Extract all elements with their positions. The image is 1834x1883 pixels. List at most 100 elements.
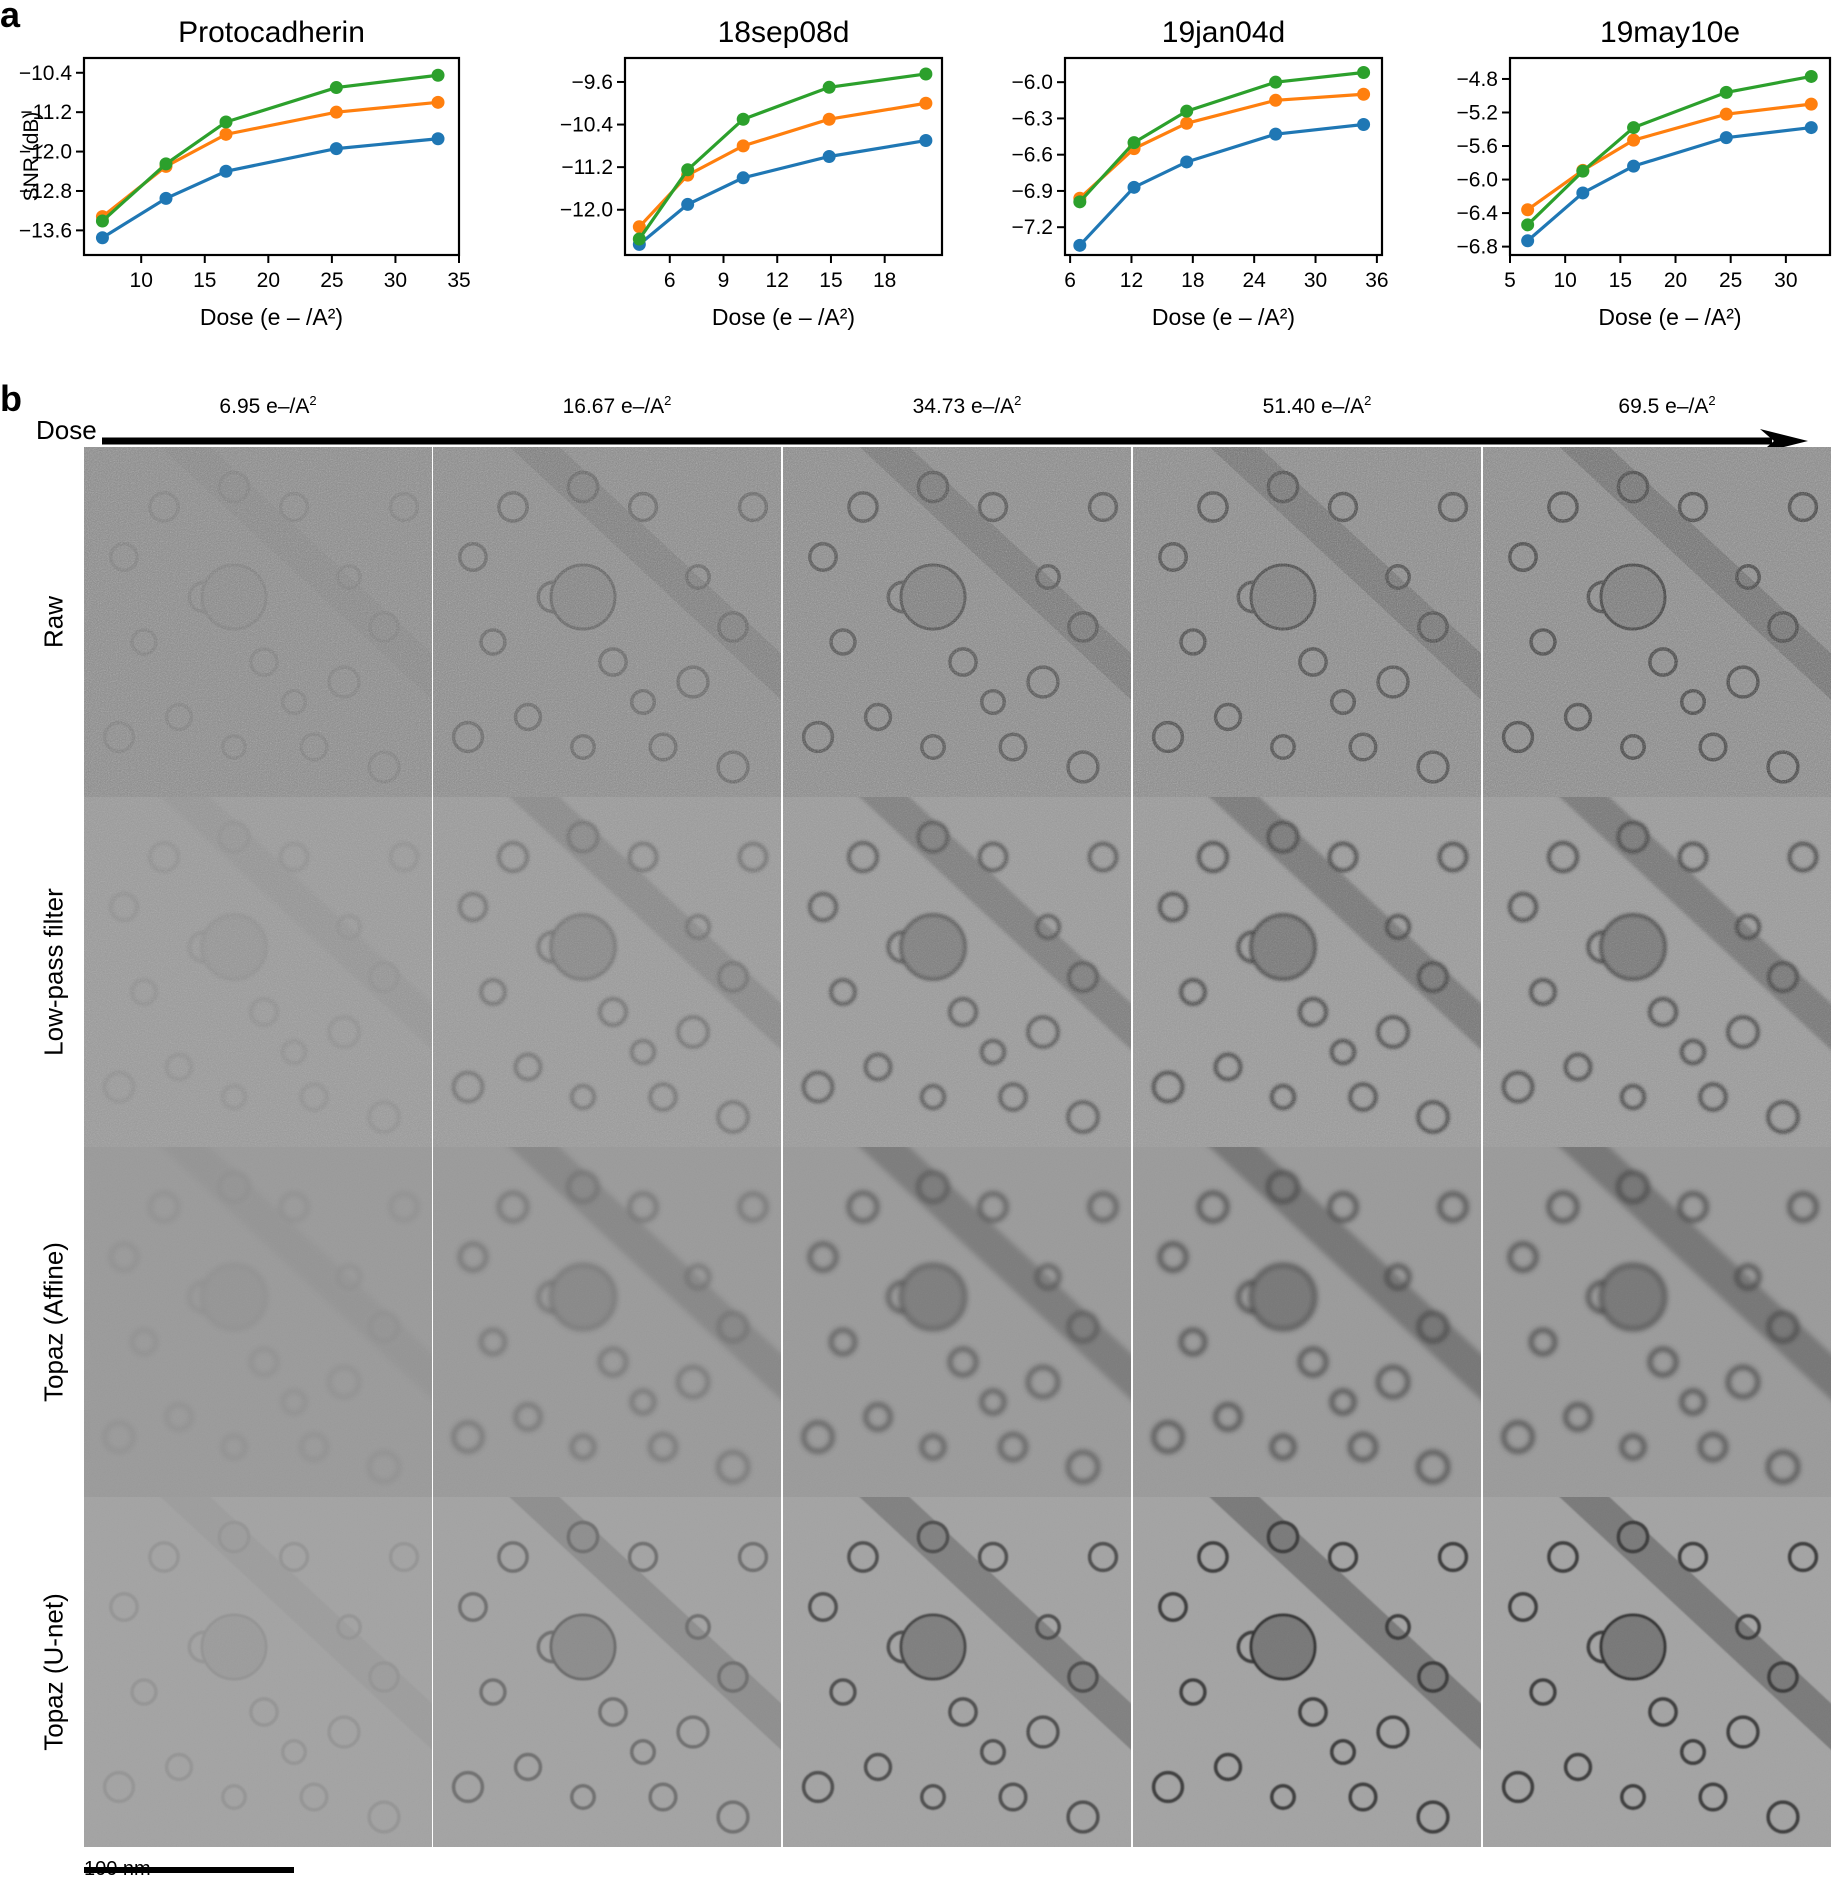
y-tick-label: −11.2 [561,156,613,179]
dose-value: 6.95 e–/A [219,395,310,418]
micrograph-tile [1133,1497,1481,1847]
x-tick-label: 25 [1719,269,1742,292]
data-point [329,81,343,95]
row-label-3: Topaz (U-net) [38,1593,69,1751]
data-point [919,67,933,81]
data-point [681,163,695,177]
data-point [159,157,173,171]
data-point [919,96,933,110]
data-point [95,214,109,228]
data-point [632,220,646,234]
data-point [1073,195,1087,209]
series-line-2 [101,73,439,223]
data-point [1521,234,1535,248]
x-axis-label: Dose (e – /A²) [712,304,855,330]
micrograph-tile [433,1147,781,1497]
row-label-2: Topaz (Affine) [38,1242,69,1402]
data-point [822,112,836,126]
micrograph-tile [433,797,781,1147]
y-tick-label: −6.9 [1012,180,1053,203]
micrograph-tile [783,1147,1131,1497]
data-point [736,139,750,153]
dose-value: 34.73 e–/A [912,395,1015,418]
micrograph-tile [1483,1147,1831,1497]
series-line-1 [1526,102,1812,212]
x-tick-label: 20 [1664,269,1687,292]
x-tick-label: 20 [257,269,280,292]
x-tick-label: 30 [1774,269,1797,292]
x-tick-label: 5 [1504,269,1516,292]
micrograph-tile [1483,797,1831,1147]
y-tick-label: −6.0 [1012,71,1053,94]
micrograph-tile [433,1497,781,1847]
dose-axis-label: Dose [36,415,97,445]
x-tick-label: 6 [664,269,676,292]
data-point [919,134,933,148]
micrograph-tile [1133,447,1481,797]
data-point [219,127,233,141]
chart-0: Protocadherin 10 15 20 25 30 35 −13.6 −12.8 −12.0… [19,16,471,330]
series-line-0 [638,138,927,246]
x-tick-label: 15 [819,269,842,292]
scale-bar [84,1867,294,1873]
series-line-2 [1078,70,1364,203]
row-label-1: Low-pass filter [38,888,69,1056]
data-point [1127,180,1141,194]
y-axis-label: SNR (dB) [20,112,43,202]
y-tick-label: −6.0 [1457,169,1498,192]
dose-unit-exponent: 2 [309,393,317,408]
data-point [1269,127,1283,141]
x-axis-label: Dose (e – /A²) [200,304,343,330]
micrograph-tile [1133,1147,1481,1497]
x-tick-label: 25 [320,269,343,292]
data-point [822,80,836,94]
data-point [1357,87,1371,101]
x-tick-label: 18 [1181,269,1204,292]
y-tick-label: −5.2 [1457,101,1498,124]
micrograph-tile [1483,447,1831,797]
data-point [681,197,695,211]
chart-1: 18sep08d 6 9 12 15 18 −12.0 −11.2 −10.4 −9.6 Dose … [560,16,944,330]
data-point [95,231,109,245]
series-line-1 [1078,92,1364,200]
data-point [1576,186,1590,200]
data-point [431,68,445,82]
dose-value: 51.40 e–/A [1262,395,1365,418]
chart-title: Protocadherin [178,16,365,49]
data-point [1180,155,1194,169]
series-line-0 [1078,122,1364,247]
x-tick-label: 6 [1064,269,1076,292]
data-point [1521,203,1535,217]
x-tick-label: 12 [1120,269,1143,292]
x-tick-label: 12 [766,269,789,292]
x-tick-label: 30 [1304,269,1327,292]
data-point [822,150,836,163]
series-line-0 [101,137,439,240]
data-point [736,171,750,185]
micrograph-tile [783,447,1131,797]
data-point [219,164,233,178]
series-line-2 [638,72,927,240]
y-tick-label: −10.4 [19,62,72,85]
data-point [1180,104,1194,118]
x-axis-label: Dose (e – /A²) [1152,304,1295,330]
micrograph-tile [1133,797,1481,1147]
panel-label-a: a [0,0,21,35]
y-tick-label: −13.6 [19,219,72,242]
data-point [1627,159,1641,173]
chart-title: 18sep08d [718,16,850,49]
micrograph-tile [84,1497,432,1847]
micrograph-tile [84,1147,432,1497]
y-tick-label: −11.2 [20,101,72,124]
data-point [1719,85,1733,99]
data-point [1180,116,1194,130]
dose-label-0: 6.95 e–/A2 [219,393,316,419]
data-point [1269,75,1283,89]
x-tick-label: 15 [1609,269,1632,292]
y-tick-label: −10.4 [560,114,613,137]
dose-unit-exponent: 2 [1014,393,1022,408]
scale-bar-label: 100 nm [84,1858,151,1880]
data-point [431,95,445,109]
y-tick-label: −6.4 [1457,202,1499,225]
data-point [159,191,173,205]
